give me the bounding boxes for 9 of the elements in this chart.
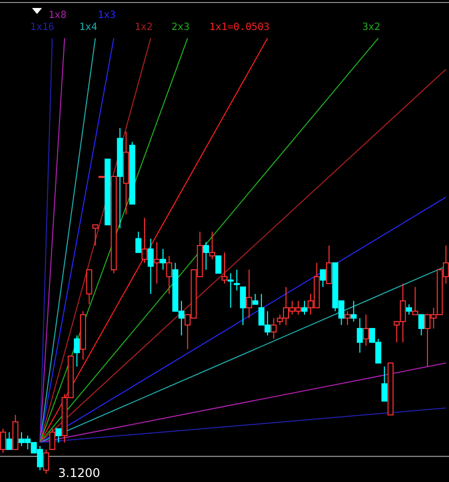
series-label: 1x16: [30, 22, 54, 34]
series-label: 1x8: [48, 10, 67, 22]
series-label: 2x3: [172, 22, 190, 34]
series-label: 1x3: [98, 10, 116, 22]
series-label: 1x4: [79, 22, 98, 34]
series-label: 1x1=0.0503: [209, 22, 270, 34]
series-label: 3x2: [362, 22, 380, 34]
series-label: 1x2: [134, 22, 153, 34]
annotation: 3.1200: [58, 466, 100, 480]
